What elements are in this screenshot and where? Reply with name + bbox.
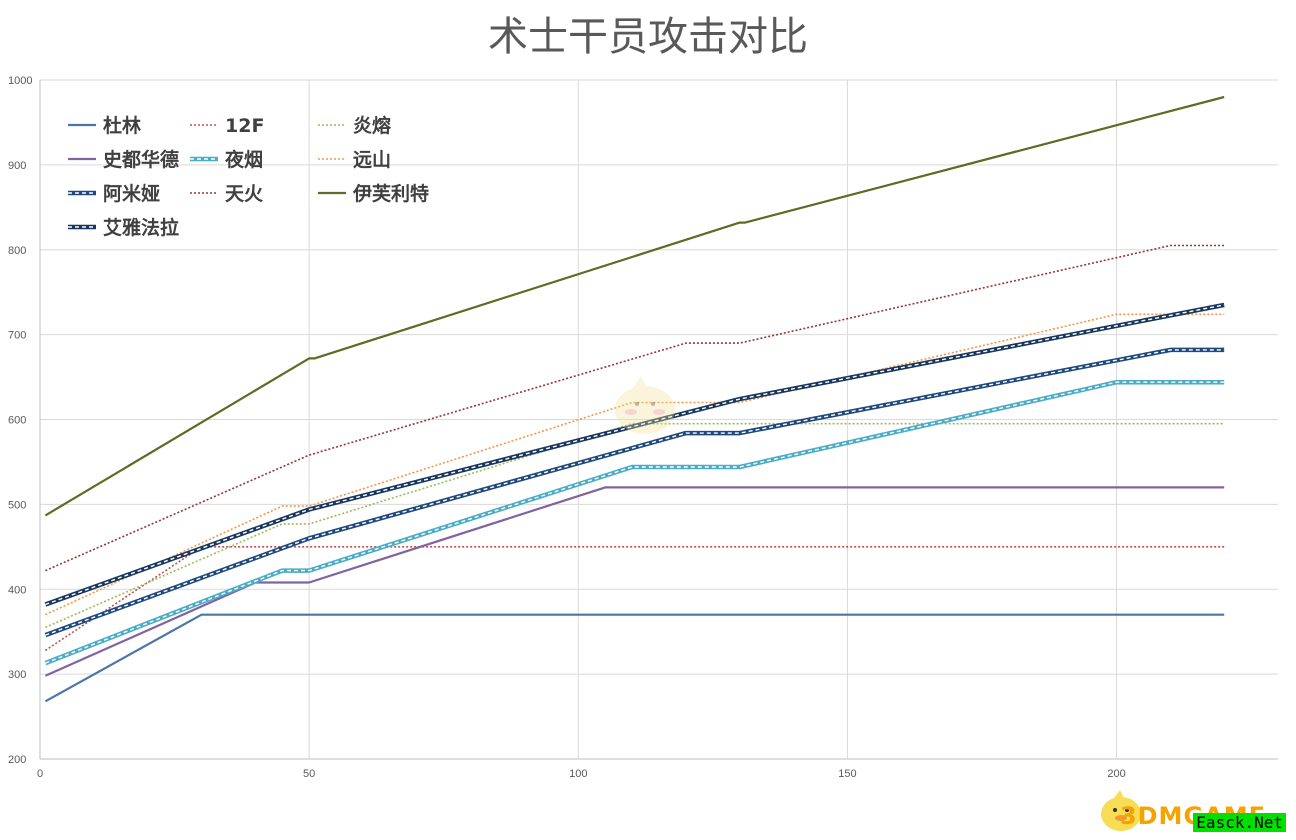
x-tick-label: 200 <box>1107 768 1125 780</box>
legend-label: 夜烟 <box>224 148 263 171</box>
y-tick-label: 600 <box>8 415 26 427</box>
series-line-2 <box>45 422 1225 629</box>
legend-label: 杜林 <box>103 114 141 137</box>
x-tick-label: 50 <box>303 768 315 780</box>
legend-item-5: 远山 <box>318 149 391 171</box>
legend-label: 12F <box>225 115 264 137</box>
legend-label: 天火 <box>225 183 264 205</box>
legend-label: 艾雅法拉 <box>103 216 179 239</box>
legend-item-4: 夜烟 <box>190 148 263 171</box>
legend-label: 远山 <box>353 149 391 171</box>
series-line-4-inner <box>45 381 1225 664</box>
legend-label: 史都华德 <box>103 148 179 171</box>
y-tick-label: 700 <box>8 330 26 342</box>
y-tick-label: 300 <box>8 669 26 681</box>
y-tick-label: 500 <box>8 499 26 511</box>
legend-item-7: 天火 <box>190 183 264 205</box>
y-tick-label: 1000 <box>8 75 32 87</box>
series-line-5 <box>45 313 1225 616</box>
chart-title: 术士干员攻击对比 <box>488 14 808 60</box>
series-lines <box>44 95 1225 703</box>
series-line-8 <box>44 95 1225 517</box>
x-tick-label: 0 <box>37 768 43 780</box>
legend-label: 炎熔 <box>353 114 392 137</box>
x-tick-label: 100 <box>569 768 587 780</box>
legend-item-1: 12F <box>190 115 264 137</box>
y-tick-label: 200 <box>8 754 26 766</box>
series-line-9 <box>44 302 1225 607</box>
series-line-7 <box>45 244 1225 572</box>
y-tick-label: 900 <box>8 160 26 172</box>
series-line-3 <box>44 486 1225 677</box>
series-line-6-inner <box>45 349 1225 636</box>
legend-item-9: 艾雅法拉 <box>68 216 179 239</box>
x-tick-label: 150 <box>838 768 856 780</box>
legend-label: 阿米娅 <box>103 182 160 205</box>
series-line-9-inner <box>45 304 1225 606</box>
duck-mascot-icon <box>1101 790 1141 831</box>
legend-label: 伊芙利特 <box>352 182 429 205</box>
series-line-0 <box>44 613 1225 703</box>
mascot-watermark-icon <box>615 376 675 434</box>
watermark-site: Easck.Net <box>1193 813 1286 832</box>
legend-item-6: 阿米娅 <box>68 182 160 205</box>
legend-item-3: 史都华德 <box>68 148 179 171</box>
legend-item-8: 伊芙利特 <box>318 182 429 205</box>
y-tick-label: 800 <box>8 245 26 257</box>
legend-item-2: 炎熔 <box>318 114 392 137</box>
axis-tick-labels: 200 300 400 500 600 700 800 900 1000 0 50 100 150 200 <box>8 75 1126 780</box>
series-line-1 <box>44 546 1225 652</box>
legend-item-0: 杜林 <box>68 114 141 137</box>
y-tick-label: 400 <box>8 584 26 596</box>
